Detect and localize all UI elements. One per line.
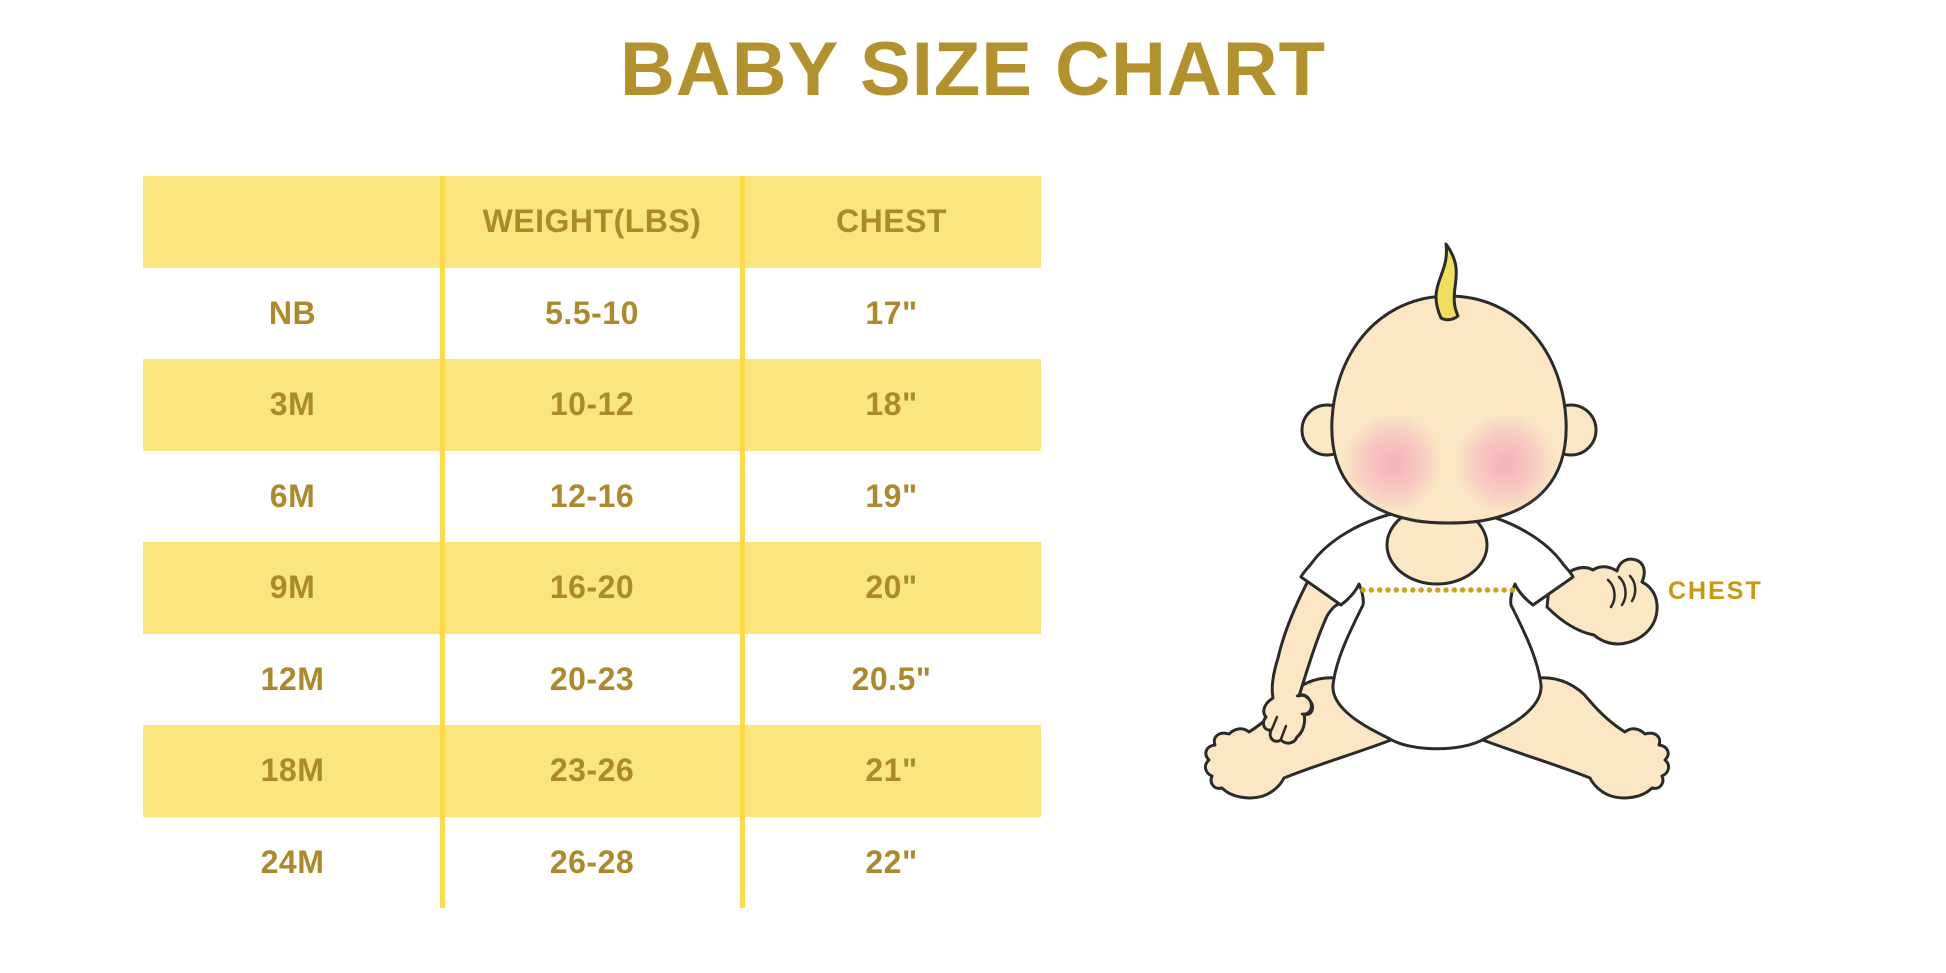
chest-cell: 19" bbox=[865, 477, 918, 514]
baby-illustration bbox=[1203, 242, 1671, 800]
chest-cell: 18" bbox=[865, 386, 918, 423]
baby-onesie bbox=[1299, 510, 1575, 751]
baby-right-fist bbox=[1545, 557, 1659, 646]
weight-cell: 26-28 bbox=[549, 843, 635, 880]
column-divider bbox=[740, 176, 745, 908]
page-title: BABY SIZE CHART bbox=[619, 27, 1327, 112]
table-row: 18M 23-26 21" bbox=[143, 725, 1041, 817]
size-cell: 24M bbox=[260, 843, 325, 880]
size-cell: 18M bbox=[260, 752, 325, 789]
weight-cell: 10-12 bbox=[549, 386, 635, 423]
size-table: WEIGHT(LBS) CHEST NB 5.5-10 17" 3M 10-12… bbox=[143, 176, 1041, 908]
size-cell: 6M bbox=[269, 477, 316, 514]
size-cell: 9M bbox=[269, 569, 316, 606]
chest-cell: 17" bbox=[865, 294, 918, 331]
table-row: 12M 20-23 20.5" bbox=[143, 634, 1041, 726]
header-chest: CHEST bbox=[836, 203, 947, 240]
table-row: 3M 10-12 18" bbox=[143, 359, 1041, 451]
weight-cell: 20-23 bbox=[549, 660, 635, 697]
baby-hair-tuft bbox=[1434, 242, 1460, 322]
baby-left-arm bbox=[1262, 577, 1342, 745]
chest-cell: 21" bbox=[865, 752, 918, 789]
weight-cell: 12-16 bbox=[549, 477, 635, 514]
column-divider bbox=[440, 176, 445, 908]
chest-cell: 22" bbox=[865, 843, 918, 880]
table-row: 6M 12-16 19" bbox=[143, 451, 1041, 543]
weight-cell: 23-26 bbox=[549, 752, 635, 789]
baby-blush bbox=[1343, 413, 1555, 513]
chest-cell: 20" bbox=[865, 569, 918, 606]
baby-head bbox=[1300, 294, 1598, 525]
weight-cell: 16-20 bbox=[549, 569, 635, 606]
header-size bbox=[143, 176, 442, 268]
table-row: 9M 16-20 20" bbox=[143, 542, 1041, 634]
size-cell: NB bbox=[268, 294, 317, 331]
size-cell: 3M bbox=[269, 386, 316, 423]
header-weight: WEIGHT(LBS) bbox=[482, 203, 702, 240]
table-row: NB 5.5-10 17" bbox=[143, 268, 1041, 360]
table-header-row: WEIGHT(LBS) CHEST bbox=[143, 176, 1041, 268]
chest-cell: 20.5" bbox=[851, 660, 932, 697]
table-row: 24M 26-28 22" bbox=[143, 817, 1041, 909]
chest-measurement-label: CHEST bbox=[1668, 577, 1763, 605]
size-cell: 12M bbox=[260, 660, 325, 697]
weight-cell: 5.5-10 bbox=[545, 294, 639, 331]
